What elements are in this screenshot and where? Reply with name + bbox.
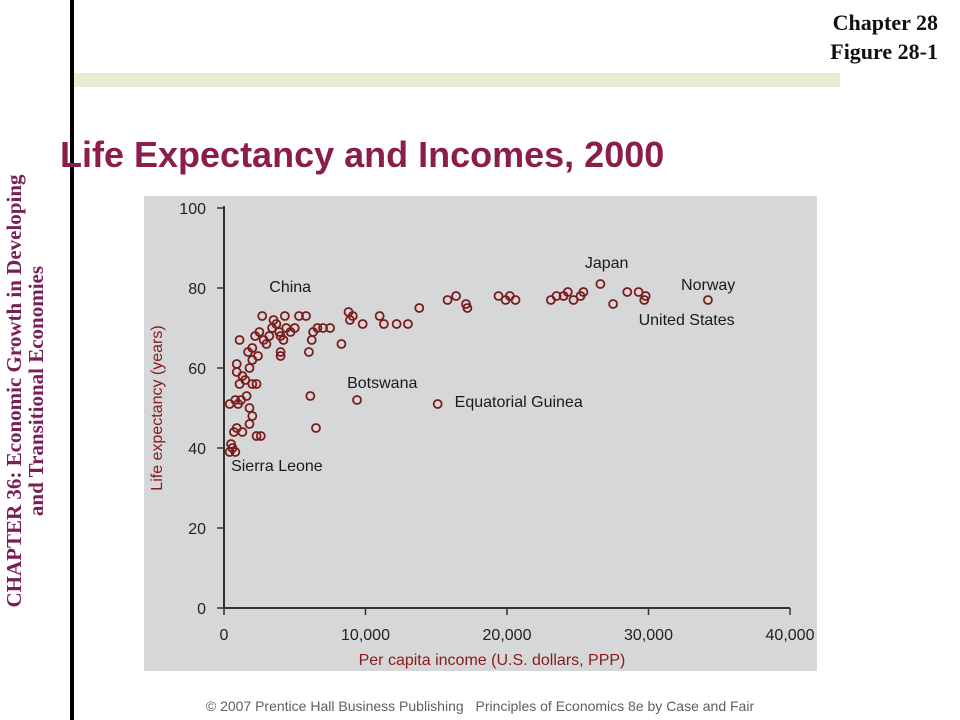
chart-panel: 0 20 40 60 80 100 0 10,000 20,000 30,000 40,000 Per… (144, 196, 817, 671)
data-point (306, 335, 317, 345)
x-tick-label: 10,000 (341, 627, 390, 644)
x-axis-title: Per capita income (U.S. dollars, PPP) (359, 652, 626, 669)
y-tick-label: 80 (188, 281, 206, 298)
x-tick-label: 40,000 (766, 627, 815, 644)
vertical-chapter-title: CHAPTER 36: Economic Growth in Developin… (2, 111, 48, 671)
data-point (374, 311, 385, 321)
data-point (278, 335, 289, 345)
left-rule (70, 0, 74, 720)
annotation-label: Norway (681, 277, 735, 294)
data-point (325, 323, 336, 333)
data-point (241, 391, 252, 401)
data-point (303, 347, 314, 357)
x-tick-label: 20,000 (483, 627, 532, 644)
header-band (74, 73, 840, 87)
data-point (336, 339, 347, 349)
data-point (578, 287, 589, 297)
data-point (257, 311, 268, 321)
footer-book: Principles of Economics 8e by Case and F… (475, 698, 755, 714)
data-point (244, 419, 255, 429)
annotation-label: Sierra Leone (231, 458, 323, 475)
data-point (247, 411, 258, 421)
footer: © 2007 Prentice Hall Business Publishing… (0, 698, 960, 714)
y-tick-label: 40 (188, 441, 206, 458)
data-point (234, 335, 245, 345)
data-point (510, 295, 521, 305)
chapter-label: Chapter 28 Figure 28-1 (830, 8, 938, 66)
y-tick-label: 20 (188, 521, 206, 538)
data-point (244, 363, 255, 373)
footer-copyright: © 2007 Prentice Hall Business Publishing (205, 698, 464, 714)
figure-number: Figure 28-1 (830, 39, 938, 64)
data-point (247, 343, 258, 353)
data-point (347, 311, 358, 321)
annotation-label: China (269, 279, 311, 296)
chapter-title-line-1: CHAPTER 36: Economic Growth in Developin… (2, 174, 26, 608)
data-point (493, 291, 504, 301)
data-point (595, 279, 606, 289)
data-point (231, 359, 242, 369)
data-point (633, 287, 644, 297)
data-point (608, 299, 619, 309)
data-point (254, 327, 265, 337)
data-point (264, 331, 275, 341)
data-point (311, 423, 321, 433)
chapter-number: Chapter 28 (832, 10, 938, 35)
data-point (568, 295, 579, 305)
data-point (279, 311, 290, 321)
data-point (562, 287, 573, 297)
y-tick-label: 100 (179, 201, 206, 218)
data-point (312, 323, 323, 333)
data-point (462, 303, 473, 313)
slide-title: Life Expectancy and Incomes, 2000 (60, 134, 665, 175)
data-point (251, 379, 262, 389)
data-point (305, 391, 316, 401)
x-tick-label: 30,000 (624, 627, 673, 644)
data-point (432, 399, 443, 409)
data-point (289, 323, 300, 333)
data-point (403, 319, 413, 329)
scatter-chart: 0 20 40 60 80 100 0 10,000 20,000 30,000 40,000 Per… (149, 201, 815, 669)
y-axis-title: Life expectancy (years) (149, 325, 166, 490)
data-point (301, 311, 311, 321)
data-point (639, 295, 650, 305)
data-point (275, 351, 286, 361)
data-point (391, 319, 402, 329)
data-point (237, 427, 248, 437)
data-point (244, 403, 255, 413)
data-point (442, 295, 453, 305)
annotation-label: Botswana (347, 375, 417, 392)
y-tick-label: 60 (188, 361, 206, 378)
data-point (551, 291, 562, 301)
data-point (253, 351, 263, 361)
x-tick-label: 0 (220, 627, 229, 644)
data-point (378, 319, 389, 329)
y-tick-label: 0 (197, 601, 206, 618)
data-point (237, 371, 248, 381)
data-point (230, 447, 241, 457)
annotation-label: United States (639, 312, 735, 329)
data-point (414, 303, 425, 313)
data-point (247, 379, 258, 389)
data-point (703, 295, 713, 305)
data-point (357, 319, 368, 329)
data-point (622, 287, 633, 297)
data-point (275, 347, 286, 357)
data-point (352, 395, 362, 405)
annotation-label: Equatorial Guinea (455, 394, 583, 411)
annotation-label: Japan (585, 255, 629, 272)
data-point (318, 323, 328, 333)
data-point (255, 431, 266, 441)
chapter-title-line-2: and Transitional Economies (24, 265, 48, 517)
data-point (251, 431, 262, 441)
data-point (294, 311, 304, 321)
data-point (451, 291, 461, 301)
